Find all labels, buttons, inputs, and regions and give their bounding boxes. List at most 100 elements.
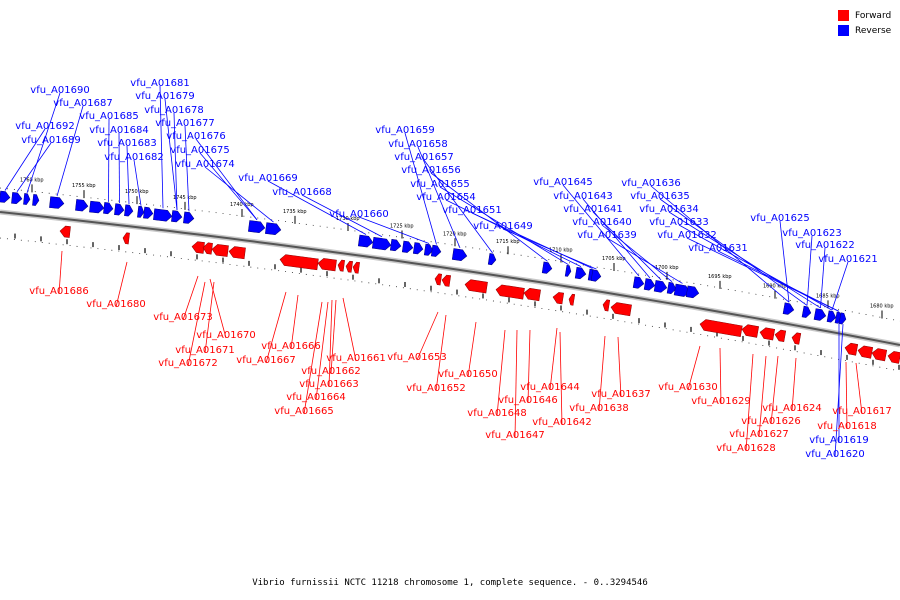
forward-gene (699, 319, 743, 338)
forward-gene (434, 273, 443, 286)
forward-gene (122, 232, 130, 245)
forward-gene-label: vfu_A01628 (716, 443, 775, 454)
forward-gene (552, 292, 565, 305)
reverse-gene (838, 312, 847, 325)
reverse-gene (541, 261, 553, 274)
forward-gene-label: vfu_A01665 (274, 406, 333, 417)
reverse-gene-label: vfu_A01633 (649, 217, 708, 228)
reverse-gene-label-leader (159, 85, 164, 209)
forward-gene-label-leader (770, 355, 779, 425)
reverse-gene-label: vfu_A01634 (639, 204, 698, 215)
reverse-gene (75, 199, 89, 212)
forward-gene-label-leader (416, 311, 439, 361)
forward-gene-label: vfu_A01648 (467, 408, 526, 419)
reverse-gene-label-leader (582, 198, 651, 279)
reverse-gene-label: vfu_A01635 (630, 191, 689, 202)
reverse-gene-label-leader (471, 212, 593, 269)
reverse-gene (248, 220, 266, 234)
backbone-line (0, 211, 900, 346)
reverse-swatch (838, 25, 849, 36)
reverse-gene-label-leader (16, 142, 52, 193)
reverse-gene-label: vfu_A01636 (621, 178, 680, 189)
reverse-gene (137, 205, 145, 218)
tick-label: 1745 kbp (173, 195, 197, 201)
reverse-gene-label: vfu_A01655 (410, 179, 469, 190)
reverse-gene-label: vfu_A01682 (104, 152, 163, 163)
reverse-gene (11, 192, 23, 205)
tick-label: 1755 kbp (72, 183, 96, 189)
forward-gene-label-leader (617, 336, 622, 398)
forward-gene-label: vfu_A01653 (387, 352, 446, 363)
forward-gene-label-leader (758, 355, 767, 438)
tick-label: 1750 kbp (125, 189, 149, 195)
reverse-gene-label: vfu_A01631 (688, 243, 747, 254)
reverse-gene-label-leader (267, 180, 367, 235)
reverse-gene-label-leader (417, 146, 461, 249)
reverse-gene-label: vfu_A01683 (97, 138, 156, 149)
tick-label: 1685 kbp (816, 293, 840, 299)
forward-gene-label-leader (496, 329, 506, 417)
forward-gene-label: vfu_A01666 (261, 341, 320, 352)
reverse-gene-label: vfu_A01623 (782, 228, 841, 239)
forward-gene-label-leader (467, 321, 477, 378)
reverse-gene (487, 253, 497, 266)
reverse-gene-label-leader (562, 184, 640, 277)
reverse-gene-label: vfu_A01659 (375, 125, 434, 136)
forward-gene (791, 332, 802, 345)
forward-gene-label-leader (182, 275, 199, 321)
reverse-gene-label-leader (126, 145, 130, 205)
tick-label: 1740 kbp (230, 202, 254, 208)
forward-gene-label: vfu_A01647 (485, 430, 544, 441)
reverse-gene (124, 204, 134, 217)
reverse-gene (32, 194, 40, 206)
reverse-gene-label: vfu_A01622 (795, 240, 854, 251)
forward-gene (887, 351, 900, 364)
forward-gene (495, 284, 525, 300)
reverse-gene (826, 310, 837, 323)
reverse-gene-label: vfu_A01668 (272, 187, 331, 198)
reverse-gene-label: vfu_A01654 (416, 192, 475, 203)
forward-gene (279, 254, 319, 271)
forward-gene-label: vfu_A01644 (520, 382, 579, 393)
reverse-gene-label: vfu_A01632 (657, 230, 716, 241)
reverse-gene-label-leader (592, 211, 662, 281)
reverse-gene (153, 208, 173, 222)
reverse-gene-label-leader (118, 132, 120, 204)
reverse-gene-label-leader (26, 92, 61, 193)
reverse-gene-label-leader (717, 250, 840, 312)
forward-gene (857, 345, 874, 359)
reverse-gene-label: vfu_A01685 (79, 111, 138, 122)
forward-swatch (838, 10, 849, 21)
tick-label: 1680 kbp (870, 304, 894, 310)
forward-gene (568, 293, 576, 306)
forward-gene-label: vfu_A01664 (286, 392, 345, 403)
forward-gene-label: vfu_A01652 (406, 383, 465, 394)
forward-gene-label-leader (342, 297, 357, 362)
forward-gene-label: vfu_A01667 (236, 355, 295, 366)
reverse-gene-label-leader (133, 159, 142, 206)
forward-gene-label-leader (845, 361, 848, 430)
forward-gene-label-leader (209, 278, 227, 339)
tick-label: 1700 kbp (655, 265, 679, 271)
reverse-gene-label: vfu_A01669 (238, 173, 297, 184)
forward-gene (228, 246, 246, 260)
reverse-gene (430, 244, 442, 257)
reverse-gene (389, 238, 402, 252)
forward-gene-label-leader (549, 327, 558, 391)
reverse-gene-label: vfu_A01676 (166, 131, 225, 142)
reverse-gene (114, 203, 125, 216)
reverse-gene (801, 305, 812, 318)
reverse-gene-label: vfu_A01679 (135, 91, 194, 102)
reverse-gene-label: vfu_A01684 (89, 125, 148, 136)
forward-gene-label: vfu_A01626 (741, 416, 800, 427)
reverse-gene (103, 202, 114, 215)
reverse-gene (171, 210, 183, 223)
reverse-gene-label: vfu_A01674 (175, 159, 234, 170)
reverse-gene-label-leader (834, 324, 844, 458)
reverse-gene (643, 278, 656, 291)
forward-gene-label: vfu_A01642 (532, 417, 591, 428)
reverse-gene-label: vfu_A01620 (805, 449, 864, 460)
forward-gene-label-leader (187, 281, 206, 367)
forward-gene-label: vfu_A01627 (729, 429, 788, 440)
forward-gene-label-leader (315, 301, 329, 401)
